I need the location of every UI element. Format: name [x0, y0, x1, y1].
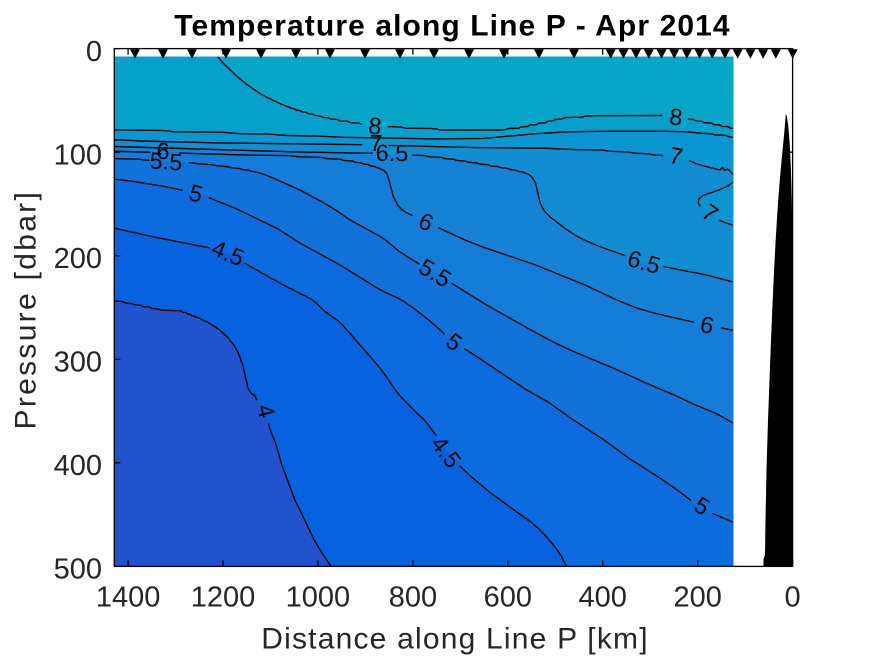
svg-text:8: 8	[367, 112, 383, 139]
svg-text:1000: 1000	[286, 582, 351, 614]
svg-text:400: 400	[579, 582, 627, 614]
svg-text:Temperature along Line P - Apr: Temperature along Line P - Apr 2014	[174, 10, 730, 43]
svg-text:1200: 1200	[191, 582, 256, 614]
svg-text:200: 200	[54, 243, 102, 275]
svg-text:500: 500	[54, 554, 102, 586]
svg-text:4: 4	[252, 402, 280, 421]
svg-text:6: 6	[698, 311, 716, 339]
svg-text:Pressure [dbar]: Pressure [dbar]	[9, 190, 42, 430]
svg-text:400: 400	[54, 450, 102, 482]
svg-text:300: 300	[54, 347, 102, 379]
svg-text:100: 100	[54, 139, 102, 171]
svg-text:7: 7	[667, 142, 685, 170]
svg-text:Distance along Line P [km]: Distance along Line P [km]	[261, 622, 649, 655]
svg-text:6: 6	[156, 138, 170, 164]
svg-text:5.5: 5.5	[149, 147, 183, 175]
svg-text:200: 200	[674, 582, 722, 614]
svg-text:8: 8	[668, 103, 684, 130]
svg-text:1400: 1400	[96, 582, 161, 614]
svg-text:0: 0	[785, 582, 801, 614]
svg-text:0: 0	[86, 36, 102, 68]
svg-text:800: 800	[389, 582, 437, 614]
svg-text:6.5: 6.5	[375, 140, 408, 167]
svg-text:600: 600	[484, 582, 532, 614]
svg-text:7: 7	[369, 130, 383, 156]
